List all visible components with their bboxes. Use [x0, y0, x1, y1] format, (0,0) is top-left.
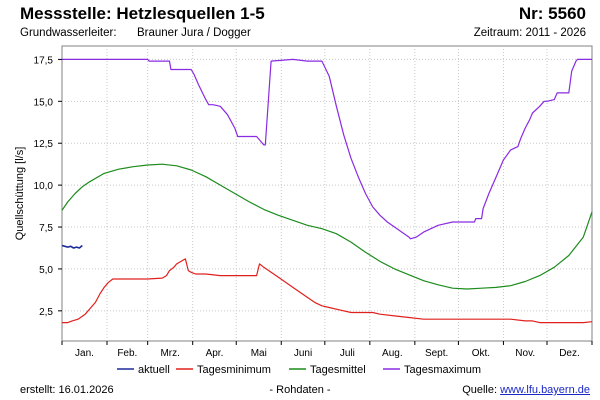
legend-label-tagesmaximum: Tagesmaximum — [404, 364, 481, 376]
x-tick-label-month: Jan. — [75, 348, 94, 359]
x-tick-label-month: Apr. — [206, 348, 224, 359]
series-line-tagesmaximum — [62, 58, 592, 240]
y-tick-label: 5,0 — [39, 265, 53, 276]
legend-label-tagesminimum: Tagesminimum — [197, 364, 271, 376]
y-tick-label: 7,5 — [39, 223, 53, 234]
x-tick-label-month: Sept. — [425, 348, 448, 359]
y-tick-label: 15,0 — [34, 97, 54, 108]
source-note: Quelle: www.lfu.bayern.de — [462, 384, 590, 396]
aquifer-label: Grundwasserleiter: — [20, 27, 117, 39]
x-tick-label-month: Mrz. — [160, 348, 179, 359]
station-number: Nr: 5560 — [518, 4, 586, 23]
source-link[interactable]: www.lfu.bayern.de — [500, 384, 590, 396]
y-tick-label: 2,5 — [39, 307, 53, 318]
legend-label-tagesmittel: Tagesmittel — [310, 364, 366, 376]
period-text: Zeitraum: 2011 - 2026 — [473, 27, 586, 39]
source-label: Quelle: — [462, 384, 501, 396]
series-line-tagesminimum — [62, 258, 593, 324]
plot-frame — [61, 45, 593, 342]
station-title: Messstelle: Hetzlesquellen 1-5 — [20, 4, 265, 23]
aquifer-value: Brauner Jura / Dogger — [137, 27, 251, 39]
series-line-tagesmittel — [61, 163, 593, 290]
created-date: erstellt: 16.01.2026 — [20, 384, 114, 396]
legend-label-aktuell: aktuell — [138, 364, 170, 376]
x-tick-label-month: Okt. — [472, 348, 490, 359]
x-tick-label-month: Mai — [251, 348, 267, 359]
series-line-aktuell — [61, 244, 83, 249]
y-axis-label: Quellschüttung [l/s] — [14, 147, 26, 241]
y-tick-label: 12,5 — [34, 139, 54, 150]
y-tick-label: 17,5 — [34, 55, 54, 66]
x-tick-label-month: Feb. — [117, 348, 137, 359]
x-tick-label-month: Aug. — [382, 348, 403, 359]
x-tick-label-month: Nov. — [515, 348, 535, 359]
x-tick-label-month: Dez. — [559, 348, 580, 359]
x-tick-label-month: Juni — [294, 348, 312, 359]
raw-data-note: - Rohdaten - — [269, 384, 331, 396]
y-tick-label: 10,0 — [34, 181, 54, 192]
x-tick-label-month: Juli — [340, 348, 355, 359]
